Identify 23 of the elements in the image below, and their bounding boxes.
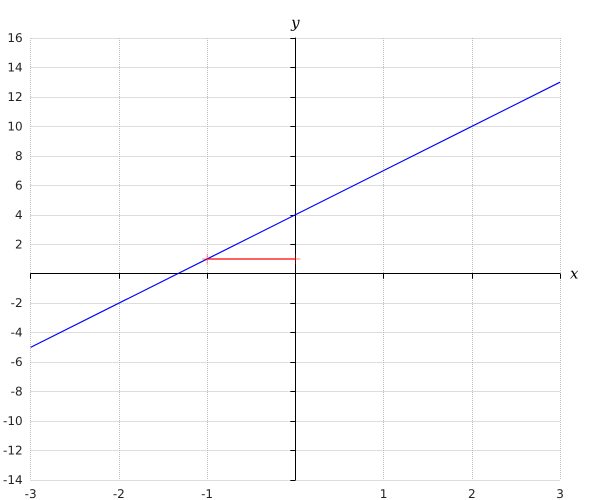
- y-tick-label: -6: [10, 355, 23, 370]
- x-axis-title: x: [570, 264, 579, 283]
- y-tick-label: 10: [7, 119, 23, 134]
- x-tick-label: -2: [112, 487, 125, 500]
- x-tick-label: -1: [201, 487, 214, 500]
- y-tick-label: 14: [7, 60, 23, 74]
- y-tick-label: 2: [14, 237, 23, 252]
- y-tick-label: -8: [10, 384, 23, 399]
- y-tick-label: -12: [2, 444, 23, 458]
- x-tick-label: 2: [468, 487, 476, 500]
- y-tick-label: -10: [2, 414, 23, 428]
- x-tick-label: 1: [380, 487, 388, 500]
- x-tick-label: 3: [556, 487, 564, 500]
- y-tick-label: -14: [2, 473, 23, 487]
- y-tick-label: 12: [7, 90, 23, 104]
- y-tick-label: 8: [14, 148, 23, 163]
- x-tick-label: -3: [24, 487, 37, 500]
- y-tick-label: 16: [7, 31, 23, 45]
- y-tick-label: 6: [14, 178, 23, 192]
- y-tick-label: 4: [14, 208, 23, 222]
- y-axis-title: y: [290, 14, 300, 32]
- y-tick-label: -4: [10, 326, 23, 340]
- y-tick-label: -2: [10, 296, 23, 310]
